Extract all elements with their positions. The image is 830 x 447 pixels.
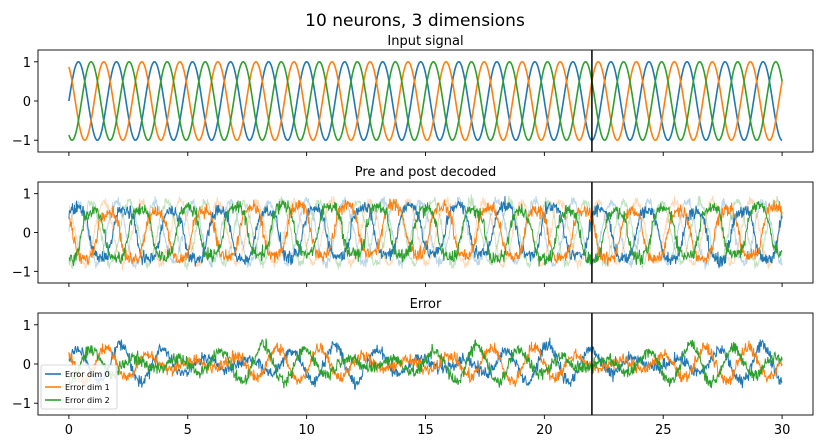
subplot-title: Input signal bbox=[387, 34, 463, 49]
plot-area bbox=[68, 337, 783, 390]
y-tick-label: 0 bbox=[23, 358, 31, 373]
x-tick-label: 30 bbox=[774, 423, 791, 438]
subplot-title: Error bbox=[410, 297, 442, 312]
legend-label: Error dim 2 bbox=[65, 396, 110, 405]
x-tick-label: 15 bbox=[417, 423, 434, 438]
series-line-5 bbox=[68, 200, 783, 267]
subplot-title: Pre and post decoded bbox=[355, 165, 496, 180]
x-tick-label: 0 bbox=[65, 423, 73, 438]
series-line-3 bbox=[68, 196, 783, 269]
series-line-2 bbox=[68, 338, 783, 389]
series-line-1 bbox=[68, 195, 783, 271]
legend-label: Error dim 0 bbox=[65, 370, 110, 379]
x-tick-label: 5 bbox=[184, 423, 192, 438]
legend: Error dim 0 Error dim 1 Error dim 2 bbox=[40, 364, 118, 410]
y-tick-label: 1 bbox=[23, 188, 31, 203]
y-tick-label: −1 bbox=[12, 265, 31, 280]
figure-title: 10 neurons, 3 dimensions bbox=[305, 11, 525, 31]
y-tick-label: −1 bbox=[12, 397, 31, 412]
y-tick-label: 0 bbox=[23, 227, 31, 242]
plot-area bbox=[68, 194, 783, 271]
y-tick-label: 0 bbox=[23, 95, 31, 110]
series-line-1 bbox=[68, 60, 783, 142]
plot-area bbox=[68, 60, 783, 142]
x-tick-label: 25 bbox=[655, 423, 672, 438]
legend-box bbox=[40, 364, 118, 410]
panel-0: Input signal 1 0 −1 bbox=[12, 34, 814, 156]
y-tick-label: −1 bbox=[12, 134, 31, 149]
x-tick-label: 20 bbox=[536, 423, 553, 438]
x-tick-label: 10 bbox=[298, 423, 315, 438]
axes-frame bbox=[37, 312, 814, 416]
axes-frame bbox=[37, 181, 814, 284]
y-tick-label: 1 bbox=[23, 56, 31, 71]
legend-label: Error dim 1 bbox=[65, 383, 110, 392]
series-line-1 bbox=[68, 340, 783, 388]
series-line-2 bbox=[68, 194, 783, 270]
series-line-2 bbox=[68, 60, 783, 142]
series-line-4 bbox=[68, 198, 783, 267]
series-line-0 bbox=[68, 60, 783, 142]
panel-1: Pre and post decoded 1 0 −1 bbox=[12, 165, 814, 287]
y-tick-label: 1 bbox=[23, 319, 31, 334]
